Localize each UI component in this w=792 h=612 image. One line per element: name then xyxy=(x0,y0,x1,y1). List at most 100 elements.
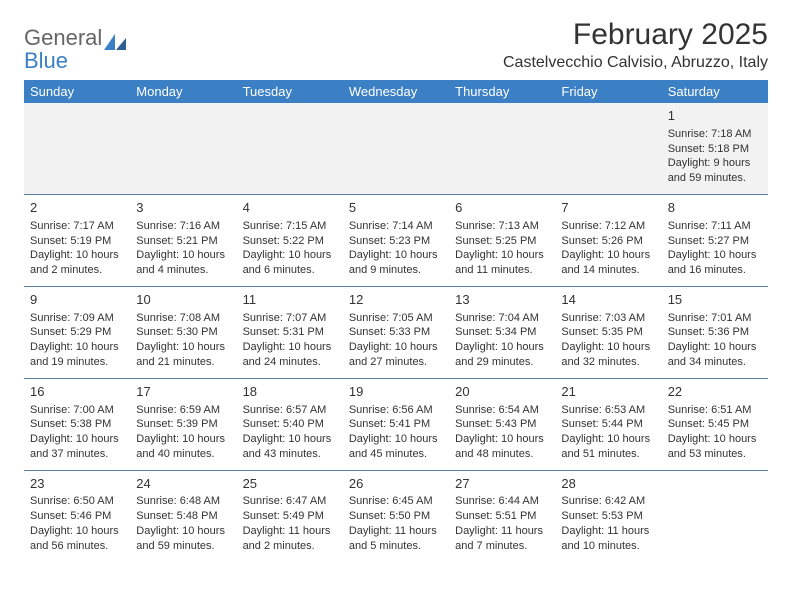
calendar-day-cell: 16Sunrise: 7:00 AMSunset: 5:38 PMDayligh… xyxy=(24,378,130,470)
calendar-table: SundayMondayTuesdayWednesdayThursdayFrid… xyxy=(24,80,768,562)
sunrise-text: Sunrise: 7:05 AM xyxy=(349,311,443,326)
day-number: 18 xyxy=(243,383,337,401)
calendar-day-cell: 11 Sunrise: 7:07 AMSunset: 5:31 PMDayligh… xyxy=(237,287,343,379)
day-number: 28 xyxy=(561,475,655,493)
day-number: 17 xyxy=(136,383,230,401)
weekday-header: Thursday xyxy=(449,80,555,103)
daylight-text: Daylight: 10 hours and 53 minutes. xyxy=(668,432,762,462)
daylight-text: Daylight: 10 hours and 4 minutes. xyxy=(136,248,230,278)
day-number: 6 xyxy=(455,199,549,217)
sunset-text: Sunset: 5:35 PM xyxy=(561,325,655,340)
sunset-text: Sunset: 5:18 PM xyxy=(668,142,762,157)
day-number: 1 xyxy=(668,107,762,125)
calendar-week: 9Sunrise: 7:09 AMSunset: 5:29 PMDaylight… xyxy=(24,287,768,379)
sunrise-text: Sunrise: 7:07 AM xyxy=(243,311,337,326)
calendar-day-cell: 13Sunrise: 7:04 AMSunset: 5:34 PMDayligh… xyxy=(449,287,555,379)
calendar-empty-cell xyxy=(555,103,661,194)
sunset-text: Sunset: 5:33 PM xyxy=(349,325,443,340)
sunrise-text: Sunrise: 7:17 AM xyxy=(30,219,124,234)
weekday-header: Wednesday xyxy=(343,80,449,103)
sunset-text: Sunset: 5:50 PM xyxy=(349,509,443,524)
calendar-day-cell: 10Sunrise: 7:08 AMSunset: 5:30 PMDayligh… xyxy=(130,287,236,379)
day-number: 27 xyxy=(455,475,549,493)
daylight-text: Daylight: 10 hours and 34 minutes. xyxy=(668,340,762,370)
calendar-day-cell: 1 Sunrise: 7:18 AMSunset: 5:18 PMDaylight… xyxy=(662,103,768,194)
sunrise-text: Sunrise: 6:56 AM xyxy=(349,403,443,418)
sunrise-text: Sunrise: 6:47 AM xyxy=(243,494,337,509)
sunset-text: Sunset: 5:19 PM xyxy=(30,234,124,249)
calendar-day-cell: 23Sunrise: 6:50 AMSunset: 5:46 PMDayligh… xyxy=(24,470,130,561)
day-number: 22 xyxy=(668,383,762,401)
calendar-day-cell: 19Sunrise: 6:56 AMSunset: 5:41 PMDayligh… xyxy=(343,378,449,470)
daylight-text: Daylight: 10 hours and 14 minutes. xyxy=(561,248,655,278)
sunset-text: Sunset: 5:26 PM xyxy=(561,234,655,249)
daylight-text: Daylight: 10 hours and 37 minutes. xyxy=(30,432,124,462)
sunset-text: Sunset: 5:31 PM xyxy=(243,325,337,340)
weekday-header: Friday xyxy=(555,80,661,103)
day-number: 16 xyxy=(30,383,124,401)
sunrise-text: Sunrise: 7:14 AM xyxy=(349,219,443,234)
sunset-text: Sunset: 5:23 PM xyxy=(349,234,443,249)
calendar-day-cell: 2Sunrise: 7:17 AMSunset: 5:19 PMDaylight… xyxy=(24,195,130,287)
sunrise-text: Sunrise: 6:45 AM xyxy=(349,494,443,509)
weekday-header: Tuesday xyxy=(237,80,343,103)
day-number: 7 xyxy=(561,199,655,217)
weekday-header: Monday xyxy=(130,80,236,103)
sunset-text: Sunset: 5:27 PM xyxy=(668,234,762,249)
sunset-text: Sunset: 5:41 PM xyxy=(349,417,443,432)
calendar-week: 23Sunrise: 6:50 AMSunset: 5:46 PMDayligh… xyxy=(24,470,768,561)
sunset-text: Sunset: 5:44 PM xyxy=(561,417,655,432)
calendar-week: 16Sunrise: 7:00 AMSunset: 5:38 PMDayligh… xyxy=(24,378,768,470)
sunrise-text: Sunrise: 6:48 AM xyxy=(136,494,230,509)
day-number: 11 xyxy=(243,291,337,309)
location: Castelvecchio Calvisio, Abruzzo, Italy xyxy=(503,54,768,72)
sunset-text: Sunset: 5:51 PM xyxy=(455,509,549,524)
sunrise-text: Sunrise: 7:16 AM xyxy=(136,219,230,234)
daylight-text: Daylight: 10 hours and 19 minutes. xyxy=(30,340,124,370)
daylight-text: Daylight: 10 hours and 32 minutes. xyxy=(561,340,655,370)
sunset-text: Sunset: 5:49 PM xyxy=(243,509,337,524)
sunrise-text: Sunrise: 7:18 AM xyxy=(668,127,762,142)
daylight-text: Daylight: 11 hours and 10 minutes. xyxy=(561,524,655,554)
day-number: 9 xyxy=(30,291,124,309)
daylight-text: Daylight: 10 hours and 27 minutes. xyxy=(349,340,443,370)
calendar-week: 1 Sunrise: 7:18 AMSunset: 5:18 PMDaylight… xyxy=(24,103,768,194)
day-number: 2 xyxy=(30,199,124,217)
daylight-text: Daylight: 9 hours and 59 minutes. xyxy=(668,156,762,186)
day-number: 25 xyxy=(243,475,337,493)
sunset-text: Sunset: 5:36 PM xyxy=(668,325,762,340)
calendar-day-cell: 20Sunrise: 6:54 AMSunset: 5:43 PMDayligh… xyxy=(449,378,555,470)
sunrise-text: Sunrise: 7:12 AM xyxy=(561,219,655,234)
month-title: February 2025 xyxy=(503,18,768,52)
sunset-text: Sunset: 5:46 PM xyxy=(30,509,124,524)
sunrise-text: Sunrise: 6:42 AM xyxy=(561,494,655,509)
calendar-header-row: SundayMondayTuesdayWednesdayThursdayFrid… xyxy=(24,80,768,103)
calendar-day-cell: 22 Sunrise: 6:51 AMSunset: 5:45 PMDayligh… xyxy=(662,378,768,470)
calendar-day-cell: 4Sunrise: 7:15 AMSunset: 5:22 PMDaylight… xyxy=(237,195,343,287)
sunrise-text: Sunrise: 6:51 AM xyxy=(668,403,762,418)
sunrise-text: Sunrise: 7:08 AM xyxy=(136,311,230,326)
calendar-day-cell: 8Sunrise: 7:11 AMSunset: 5:27 PMDaylight… xyxy=(662,195,768,287)
daylight-text: Daylight: 10 hours and 24 minutes. xyxy=(243,340,337,370)
calendar-day-cell: 24Sunrise: 6:48 AMSunset: 5:48 PMDayligh… xyxy=(130,470,236,561)
sunset-text: Sunset: 5:34 PM xyxy=(455,325,549,340)
day-number: 3 xyxy=(136,199,230,217)
day-number: 8 xyxy=(668,199,762,217)
sunrise-text: Sunrise: 7:11 AM xyxy=(668,219,762,234)
sail-icon xyxy=(104,31,126,47)
daylight-text: Daylight: 10 hours and 6 minutes. xyxy=(243,248,337,278)
daylight-text: Daylight: 10 hours and 51 minutes. xyxy=(561,432,655,462)
title-block: February 2025 Castelvecchio Calvisio, Ab… xyxy=(503,18,768,72)
day-number: 5 xyxy=(349,199,443,217)
sunset-text: Sunset: 5:40 PM xyxy=(243,417,337,432)
header: GeneralBlue February 2025 Castelvecchio … xyxy=(24,18,768,72)
sunset-text: Sunset: 5:45 PM xyxy=(668,417,762,432)
day-number: 12 xyxy=(349,291,443,309)
calendar-day-cell: 12 Sunrise: 7:05 AMSunset: 5:33 PMDayligh… xyxy=(343,287,449,379)
sunset-text: Sunset: 5:48 PM xyxy=(136,509,230,524)
calendar-day-cell: 26Sunrise: 6:45 AMSunset: 5:50 PMDayligh… xyxy=(343,470,449,561)
daylight-text: Daylight: 10 hours and 29 minutes. xyxy=(455,340,549,370)
calendar-day-cell: 3Sunrise: 7:16 AMSunset: 5:21 PMDaylight… xyxy=(130,195,236,287)
calendar-empty-cell xyxy=(662,470,768,561)
day-number: 20 xyxy=(455,383,549,401)
